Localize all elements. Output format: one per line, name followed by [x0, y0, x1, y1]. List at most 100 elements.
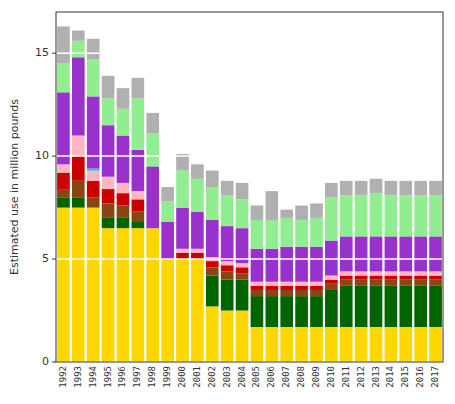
bar-segment	[206, 220, 219, 257]
x-tick-label: 2015	[400, 366, 410, 388]
bar-segment	[266, 296, 279, 327]
bar-segment	[236, 263, 249, 267]
bar-segment	[280, 282, 293, 286]
bar-segment	[72, 31, 85, 41]
bar-segment	[87, 171, 100, 181]
bar-segment	[221, 261, 234, 265]
x-tick-label: 2012	[356, 366, 366, 388]
bar-segment	[295, 290, 308, 296]
bar-segment	[72, 208, 85, 362]
bar-segment	[117, 218, 130, 228]
bar-segment	[266, 282, 279, 286]
bar-segment	[266, 249, 279, 282]
x-tick-label: 2016	[415, 366, 425, 388]
bar-segment	[72, 136, 85, 157]
bar-segment	[57, 189, 70, 197]
x-tick-label: 2001	[192, 366, 202, 388]
bar-segment	[399, 280, 412, 286]
bar-segment	[206, 261, 219, 267]
bar-segment	[221, 311, 234, 362]
bar-segment	[191, 164, 204, 178]
y-tick	[52, 362, 56, 363]
bar-segment	[57, 164, 70, 172]
bar-segment	[206, 276, 219, 307]
bar-segment	[414, 236, 427, 271]
x-tick-label: 2011	[341, 366, 351, 388]
bar-segment	[280, 296, 293, 327]
bar-segment	[251, 286, 264, 290]
bar-segment	[191, 259, 204, 362]
bar-segment	[414, 280, 427, 286]
plot-frame	[56, 12, 443, 362]
bar-segment	[310, 286, 323, 290]
bar-segment	[132, 78, 145, 99]
bar-segment	[146, 166, 159, 228]
bar-segment	[429, 236, 442, 271]
bar-segment	[236, 199, 249, 228]
bar-segment	[117, 109, 130, 136]
bar-segment	[191, 249, 204, 253]
bar-segment	[57, 173, 70, 189]
bar-segment	[251, 220, 264, 249]
bar-segment	[87, 181, 100, 197]
bar-segment	[280, 218, 293, 247]
chart: 0510151992199319941995199619971998199920…	[0, 0, 455, 404]
x-tick-label: 1996	[117, 366, 127, 388]
x-tick-label: 2013	[371, 366, 381, 388]
bar-segment	[87, 59, 100, 96]
bar-segment	[295, 220, 308, 247]
bar-segment	[414, 195, 427, 236]
bar-segment	[325, 284, 338, 290]
bar-segment	[370, 286, 383, 327]
bar-segment	[429, 195, 442, 236]
bar-segment	[340, 181, 353, 195]
bar-segment	[266, 191, 279, 220]
bar-segment	[132, 98, 145, 149]
bar-segment	[325, 183, 338, 197]
x-tick-label: 2004	[237, 366, 247, 388]
bar-segment	[221, 195, 234, 226]
bar-segment	[429, 181, 442, 195]
bar-segment	[57, 197, 70, 207]
bar-segment	[295, 296, 308, 327]
bar-segment	[221, 226, 234, 261]
bar-segment	[399, 271, 412, 275]
bar-segment	[325, 280, 338, 284]
bar-segment	[429, 276, 442, 280]
bar-segment	[132, 222, 145, 228]
bar-segment	[399, 327, 412, 362]
bar-segment	[236, 183, 249, 199]
bar-segment	[310, 296, 323, 327]
bar-segment	[72, 57, 85, 135]
bar-segment	[87, 208, 100, 362]
bar-segment	[57, 208, 70, 362]
bar-segment	[340, 195, 353, 236]
bar-segment	[325, 290, 338, 327]
bar-segment	[102, 228, 115, 362]
x-tick-label: 2003	[222, 366, 232, 388]
bar-segment	[280, 247, 293, 282]
bar-segment	[132, 228, 145, 362]
bar-segment	[117, 193, 130, 205]
bar-segment	[399, 181, 412, 195]
bar-segment	[370, 179, 383, 193]
bar-segment	[87, 168, 100, 170]
bar-segment	[399, 286, 412, 327]
bar-segment	[117, 88, 130, 109]
bar-segment	[355, 271, 368, 275]
y-tick	[52, 53, 56, 54]
x-tick-label: 2009	[311, 366, 321, 388]
bar-segment	[325, 327, 338, 362]
bar-segment	[310, 218, 323, 247]
grid-line	[56, 258, 443, 260]
bar-segment	[176, 171, 189, 208]
x-tick-label: 1999	[162, 366, 172, 388]
bar-segment	[221, 271, 234, 279]
bar-segment	[251, 206, 264, 220]
bar-segment	[355, 195, 368, 236]
bar-segment	[206, 306, 219, 362]
bar-segment	[355, 181, 368, 195]
bar-segment	[266, 327, 279, 362]
bar-segment	[102, 218, 115, 228]
bar-segment	[370, 327, 383, 362]
